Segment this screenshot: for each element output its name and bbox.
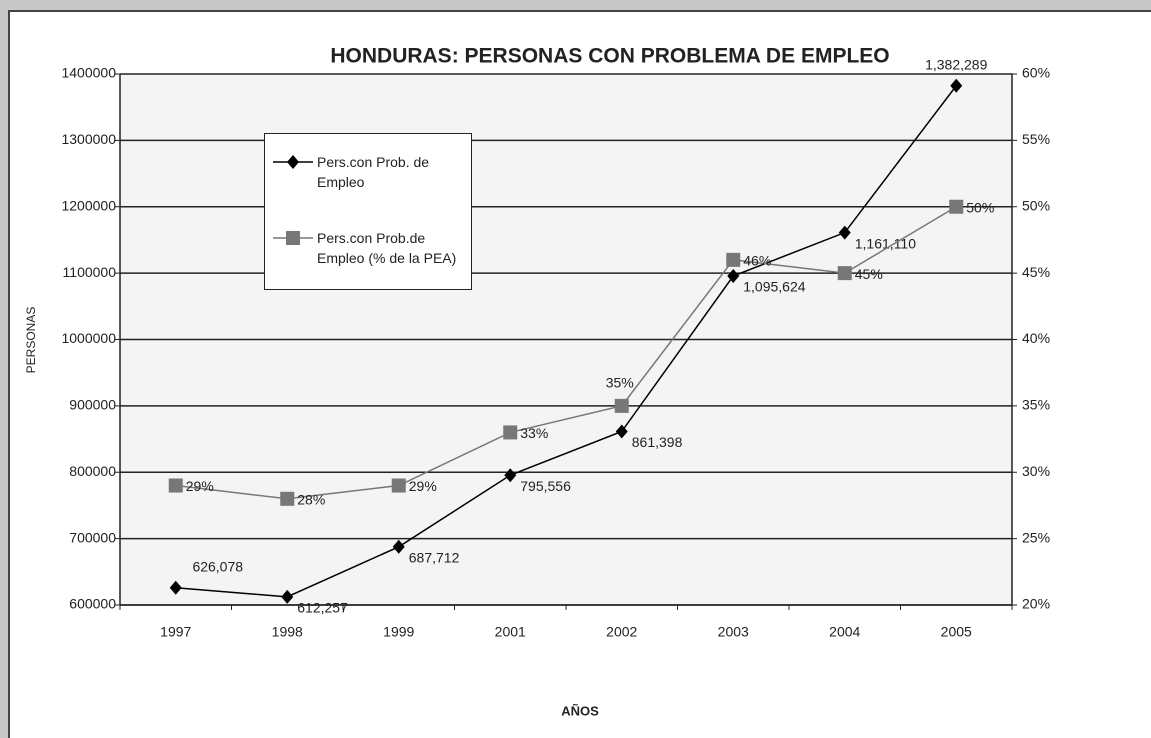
- x-tick-label: 1998: [272, 624, 303, 640]
- data-label: 33%: [520, 425, 548, 441]
- y-tick-label: 800000: [69, 463, 116, 479]
- x-axis-label: AÑOS: [561, 703, 599, 718]
- x-tick-label: 2005: [941, 624, 972, 640]
- data-label: 1,382,289: [925, 56, 987, 72]
- legend-label: Pers.con Prob.de Empleo (% de la PEA): [317, 230, 457, 266]
- marker: [392, 539, 405, 554]
- data-label: 1,095,624: [743, 279, 805, 295]
- y2-tick-label: 20%: [1022, 596, 1050, 612]
- marker: [949, 199, 964, 214]
- marker: [287, 155, 299, 169]
- marker: [168, 478, 183, 493]
- marker: [615, 424, 628, 439]
- legend: Pers.con Prob. de Empleo Pers.con Prob.de…: [264, 133, 472, 290]
- window-frame: [0, 0, 1151, 10]
- marker: [838, 225, 851, 240]
- y-tick-label: 1400000: [61, 65, 116, 81]
- marker: [391, 478, 406, 493]
- y2-tick-label: 55%: [1022, 131, 1050, 147]
- legend-label: Pers.con Prob. de Empleo: [317, 154, 430, 190]
- window-frame: [0, 0, 8, 738]
- y-tick-label: 1100000: [63, 264, 117, 280]
- legend-item: Pers.con Prob.de Empleo (% de la PEA): [273, 228, 467, 268]
- data-label: 29%: [409, 478, 437, 494]
- data-label: 45%: [855, 266, 883, 282]
- y-tick-label: 1000000: [61, 330, 116, 346]
- x-tick-label: 2004: [829, 624, 860, 640]
- data-label: 687,712: [409, 549, 460, 565]
- marker: [503, 425, 518, 440]
- y-tick-label: 900000: [69, 397, 116, 413]
- data-label: 861,398: [632, 434, 683, 450]
- data-label: 795,556: [520, 478, 571, 494]
- data-label: 46%: [743, 253, 771, 269]
- marker: [614, 398, 629, 413]
- x-tick-label: 2003: [718, 624, 749, 640]
- y2-tick-label: 50%: [1022, 197, 1050, 213]
- y2-tick-label: 30%: [1022, 463, 1050, 479]
- data-label: 626,078: [192, 558, 243, 574]
- y2-tick-label: 35%: [1022, 397, 1050, 413]
- chart-title: HONDURAS: PERSONAS CON PROBLEMA DE EMPLE…: [330, 45, 889, 68]
- x-tick-label: 1997: [160, 624, 191, 640]
- y2-tick-label: 60%: [1022, 65, 1050, 81]
- data-label: 35%: [606, 375, 634, 391]
- data-label: 28%: [297, 492, 325, 508]
- marker: [504, 468, 517, 483]
- legend-item: Pers.con Prob. de Empleo: [273, 152, 467, 192]
- y2-tick-label: 40%: [1022, 330, 1050, 346]
- marker: [280, 491, 295, 506]
- y-tick-label: 600000: [69, 596, 116, 612]
- data-label: 50%: [966, 199, 994, 215]
- marker: [281, 589, 294, 604]
- marker: [727, 269, 740, 284]
- x-tick-label: 2002: [606, 624, 637, 640]
- y2-tick-label: 45%: [1022, 264, 1050, 280]
- marker: [169, 580, 182, 595]
- series-line: [175, 206, 957, 500]
- marker: [837, 266, 852, 281]
- series-line: [175, 85, 957, 598]
- y2-tick-label: 25%: [1022, 529, 1050, 545]
- y-tick-label: 700000: [69, 529, 116, 545]
- data-label: 612,257: [297, 600, 348, 616]
- x-tick-label: 2001: [495, 624, 526, 640]
- data-label: 29%: [186, 478, 214, 494]
- marker: [726, 252, 741, 267]
- legend-swatch: [273, 231, 313, 245]
- legend-swatch: [273, 155, 313, 169]
- marker: [286, 231, 300, 245]
- x-tick-label: 1999: [383, 624, 414, 640]
- y-axis-label: PERSONAS: [24, 307, 38, 374]
- marker: [950, 78, 963, 93]
- y-tick-label: 1300000: [61, 131, 116, 147]
- y-tick-label: 1200000: [61, 197, 116, 213]
